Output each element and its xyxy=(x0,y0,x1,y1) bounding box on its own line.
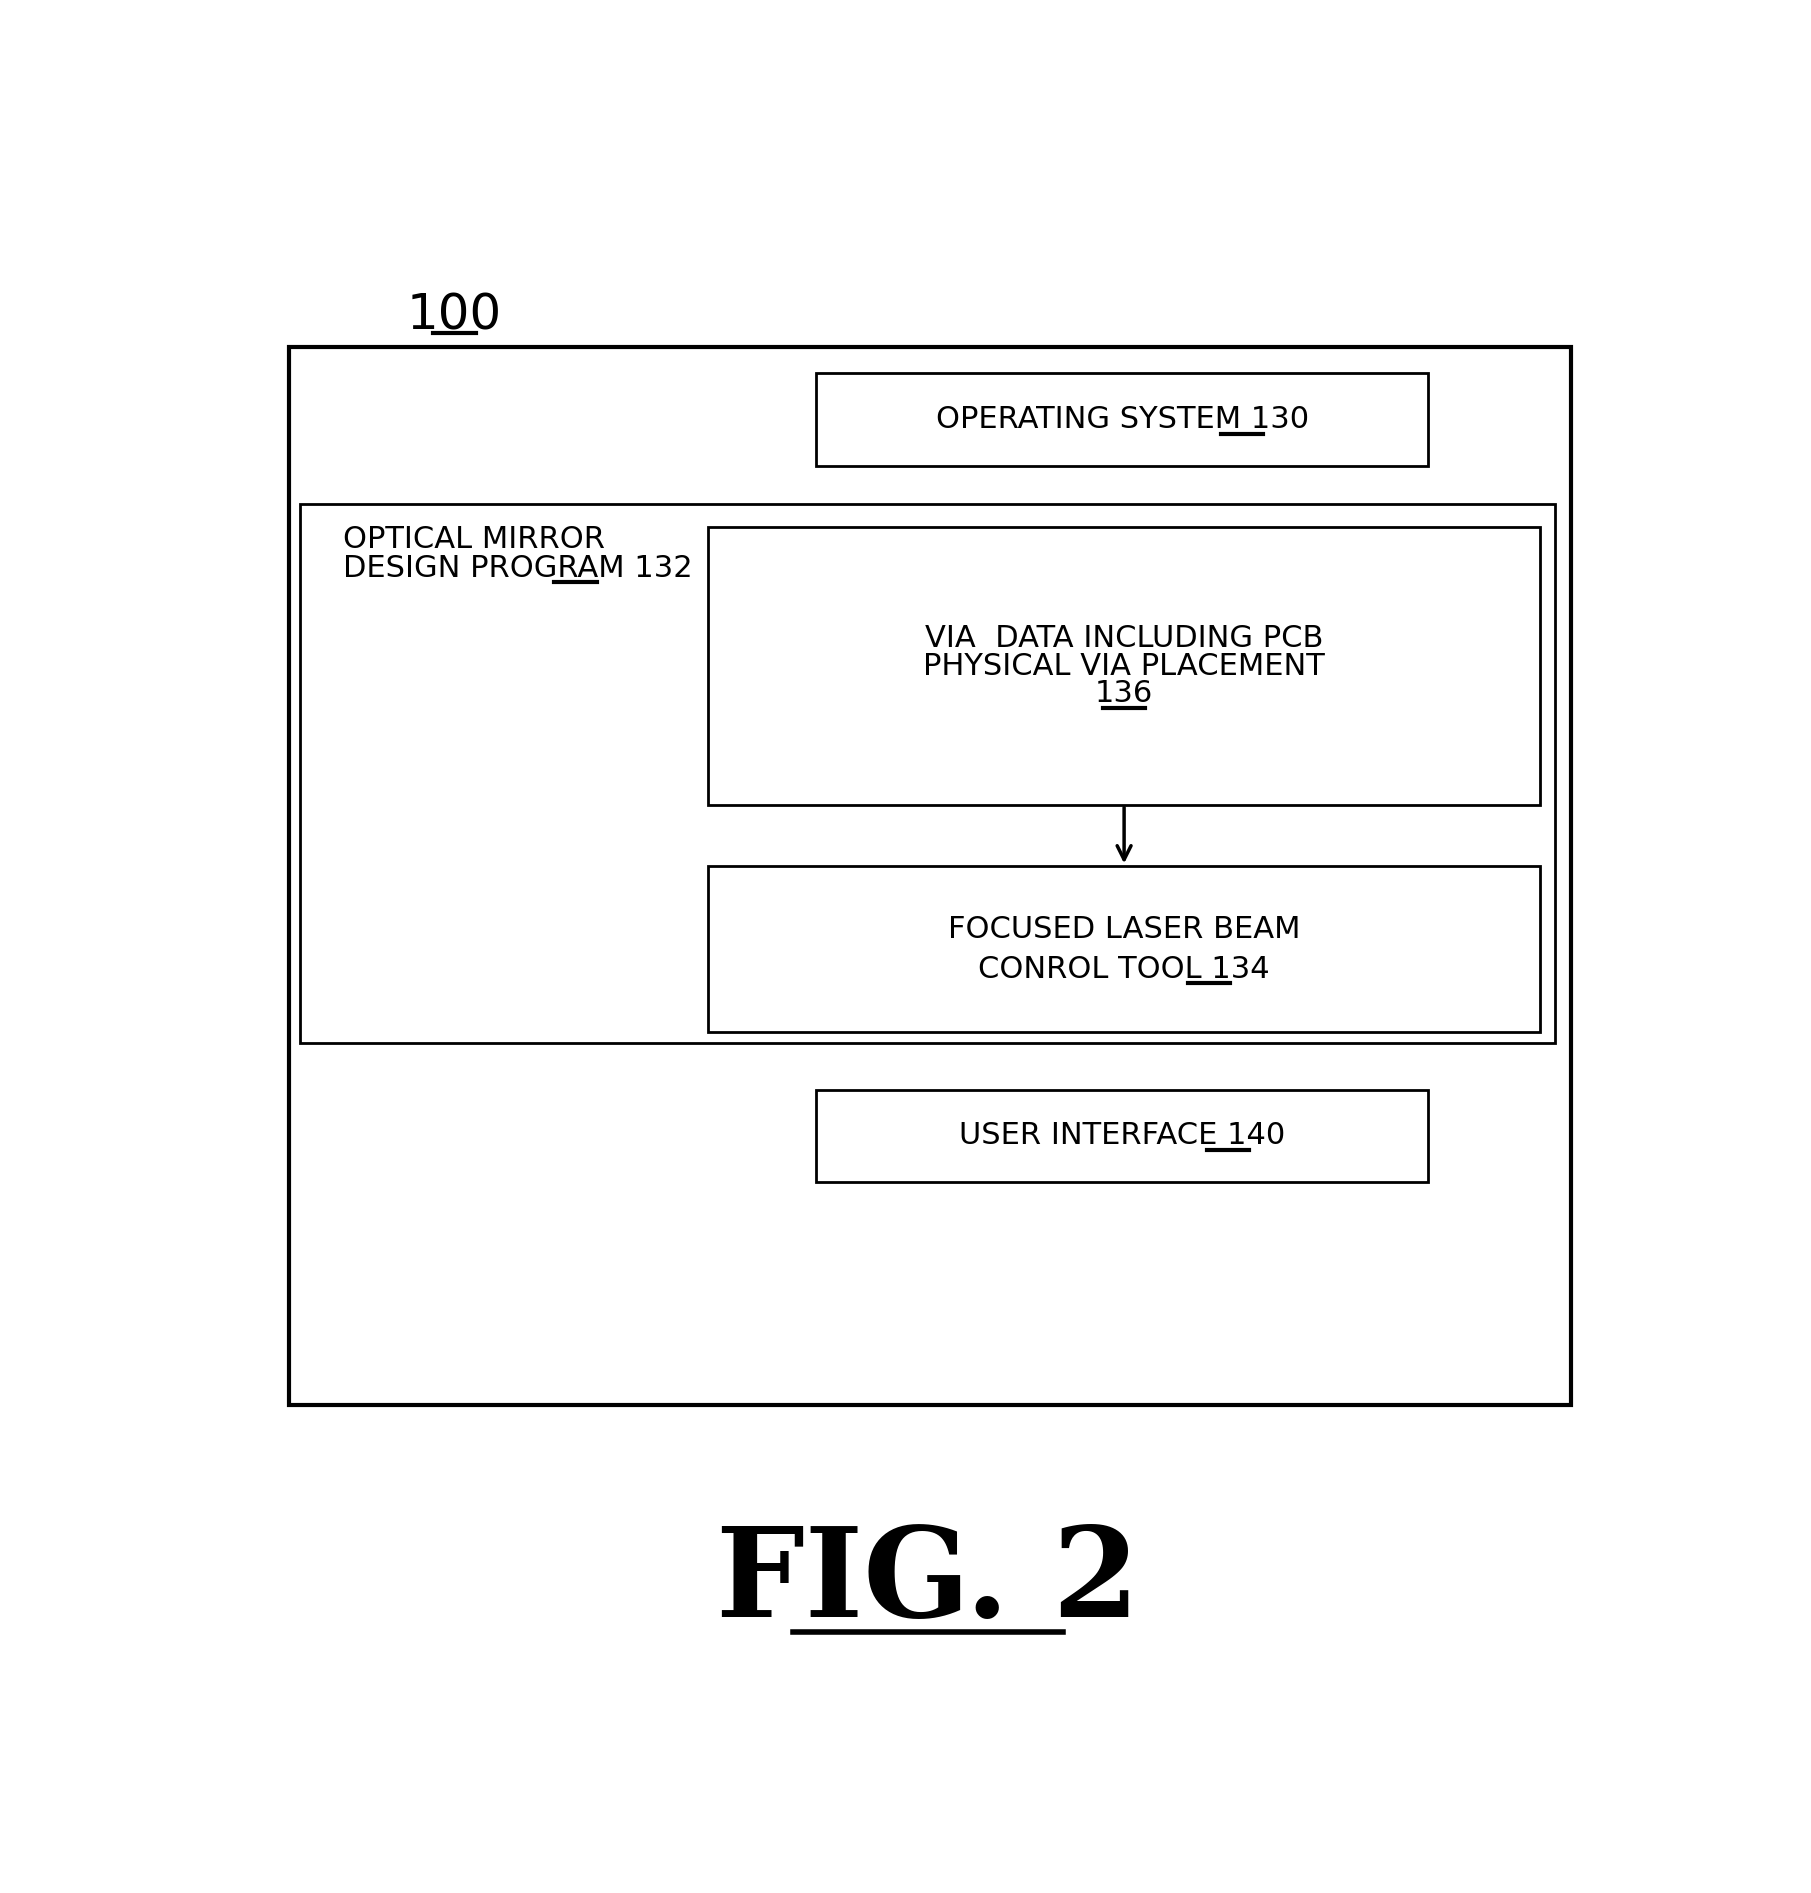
Bar xyxy=(817,373,1429,466)
Text: FOCUSED LASER BEAM: FOCUSED LASER BEAM xyxy=(947,914,1300,943)
Text: PHYSICAL VIA PLACEMENT: PHYSICAL VIA PLACEMENT xyxy=(924,651,1326,681)
Bar xyxy=(708,528,1539,805)
Bar xyxy=(708,867,1539,1032)
Bar xyxy=(288,346,1570,1405)
Text: 100: 100 xyxy=(407,292,502,339)
Text: 136: 136 xyxy=(1096,680,1154,708)
Text: USER INTERFACE 140: USER INTERFACE 140 xyxy=(960,1121,1286,1151)
Text: CONROL TOOL 134: CONROL TOOL 134 xyxy=(978,954,1270,984)
Bar xyxy=(817,1090,1429,1181)
Text: OPTICAL MIRROR: OPTICAL MIRROR xyxy=(342,524,605,553)
Text: VIA  DATA INCLUDING PCB: VIA DATA INCLUDING PCB xyxy=(925,625,1324,653)
Text: DESIGN PROGRAM 132: DESIGN PROGRAM 132 xyxy=(342,555,692,583)
Text: OPERATING SYSTEM 130: OPERATING SYSTEM 130 xyxy=(936,405,1309,433)
Bar xyxy=(301,504,1556,1043)
Text: FIG. 2: FIG. 2 xyxy=(715,1522,1139,1643)
